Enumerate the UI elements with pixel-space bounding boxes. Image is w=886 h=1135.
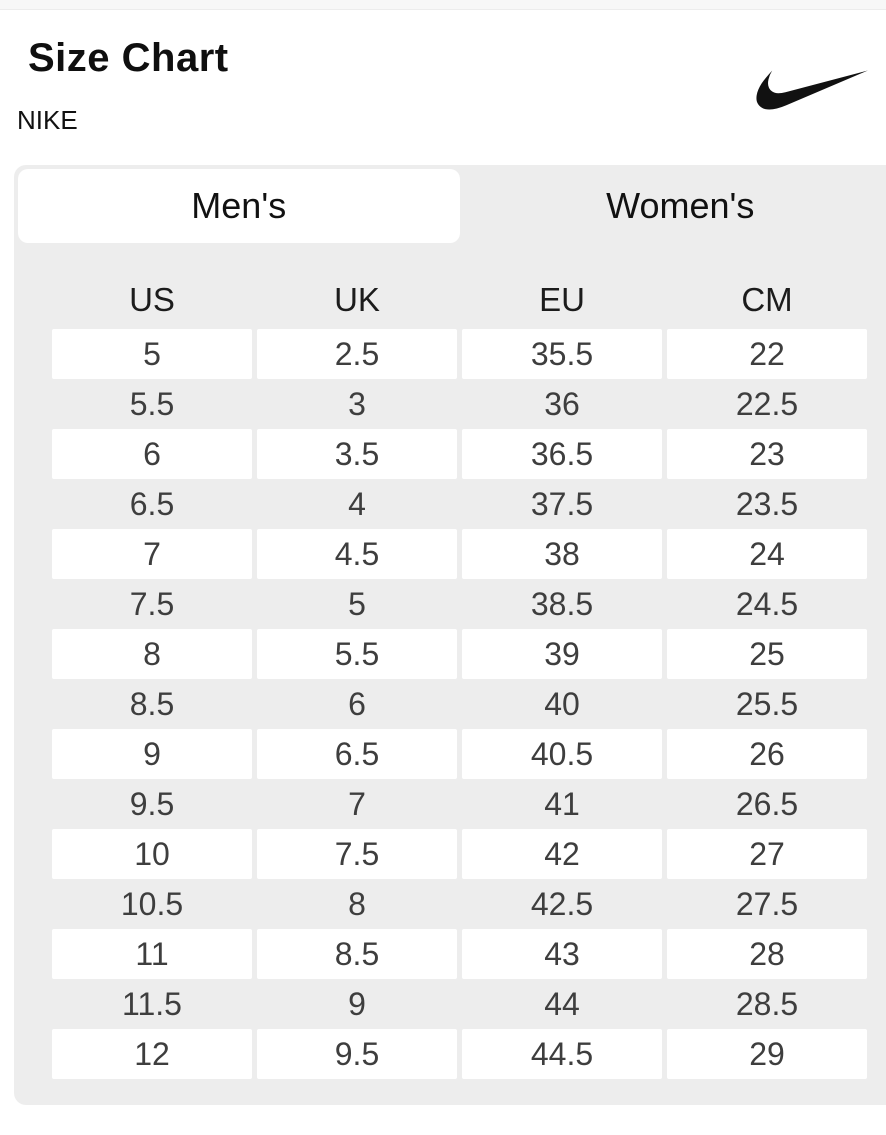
size-cell: 5.5 <box>257 629 457 679</box>
column-header-uk: UK <box>334 281 380 318</box>
table-row: 12 9.5 44.5 29 <box>52 1029 886 1079</box>
size-cell: 25.5 <box>735 685 799 722</box>
size-cell: 11.5 <box>122 985 182 1022</box>
size-cell: 8.5 <box>129 685 175 722</box>
gender-tabbar: Men's Women's <box>14 165 886 247</box>
size-cell: 44.5 <box>462 1029 662 1079</box>
size-cell: 6 <box>348 685 366 722</box>
size-cell: 8 <box>52 629 252 679</box>
size-cell: 26.5 <box>735 785 799 822</box>
size-cell: 36 <box>544 385 580 422</box>
size-cell: 22 <box>667 329 867 379</box>
size-cell: 38.5 <box>530 585 594 622</box>
size-cell: 44 <box>544 985 580 1022</box>
column-header-us: US <box>129 281 175 318</box>
size-cell: 10 <box>52 829 252 879</box>
size-cell: 22.5 <box>735 385 799 422</box>
size-cell: 35.5 <box>462 329 662 379</box>
size-cell: 9 <box>52 729 252 779</box>
size-cell: 12 <box>52 1029 252 1079</box>
size-cell: 7.5 <box>129 585 175 622</box>
size-cell: 23.5 <box>735 485 799 522</box>
size-cell: 24 <box>667 529 867 579</box>
size-cell: 7 <box>52 529 252 579</box>
size-cell: 5 <box>52 329 252 379</box>
size-cell: 36.5 <box>462 429 662 479</box>
size-cell: 6.5 <box>257 729 457 779</box>
size-cell: 24.5 <box>735 585 799 622</box>
size-cell: 11 <box>52 929 252 979</box>
size-cell: 43 <box>462 929 662 979</box>
size-cell: 27.5 <box>735 885 799 922</box>
size-cell: 37.5 <box>530 485 594 522</box>
size-cell: 10.5 <box>120 885 184 922</box>
size-cell: 40.5 <box>462 729 662 779</box>
tab-mens[interactable]: Men's <box>18 169 460 243</box>
nike-swoosh-icon <box>756 70 868 110</box>
size-cell: 4 <box>348 485 366 522</box>
size-cell: 28.5 <box>735 985 799 1022</box>
size-cell: 3.5 <box>257 429 457 479</box>
table-row: 5 2.5 35.5 22 <box>52 329 886 379</box>
brand-name: NIKE <box>17 105 78 135</box>
size-cell: 39 <box>462 629 662 679</box>
table-row: 9 6.5 40.5 26 <box>52 729 886 779</box>
size-cell: 9.5 <box>129 785 175 822</box>
size-cell: 27 <box>667 829 867 879</box>
size-cell: 7 <box>348 785 366 822</box>
size-cell: 3 <box>348 385 366 422</box>
size-rows: 5 2.5 35.5 22 5.5 3 36 22.5 6 3.5 36.5 23 6.5 4 37.5 23… <box>14 329 886 1079</box>
size-cell: 6 <box>52 429 252 479</box>
page-title: Size Chart <box>28 36 229 80</box>
size-cell: 29 <box>667 1029 867 1079</box>
size-cell: 26 <box>667 729 867 779</box>
size-cell: 23 <box>667 429 867 479</box>
table-row: 6 3.5 36.5 23 <box>52 429 886 479</box>
size-chart-panel: Men's Women's US UK EU CM 5 2.5 35.5 22 5.5 3… <box>14 165 886 1105</box>
size-cell: 8 <box>348 885 366 922</box>
size-cell: 25 <box>667 629 867 679</box>
size-cell: 28 <box>667 929 867 979</box>
size-cell: 8.5 <box>257 929 457 979</box>
size-cell: 6.5 <box>129 485 175 522</box>
top-strip <box>0 0 886 10</box>
table-row: 9.5 7 41 26.5 <box>52 779 886 829</box>
table-row: 6.5 4 37.5 23.5 <box>52 479 886 529</box>
table-row: 5.5 3 36 22.5 <box>52 379 886 429</box>
table-row: 11.5 9 44 28.5 <box>52 979 886 1029</box>
table-row: 10 7.5 42 27 <box>52 829 886 879</box>
table-row: 11 8.5 43 28 <box>52 929 886 979</box>
tab-womens[interactable]: Women's <box>606 185 755 226</box>
table-row: 7.5 5 38.5 24.5 <box>52 579 886 629</box>
size-cell: 2.5 <box>257 329 457 379</box>
table-row: 7 4.5 38 24 <box>52 529 886 579</box>
size-cell: 5.5 <box>129 385 175 422</box>
size-cell: 41 <box>544 785 580 822</box>
table-row: 10.5 8 42.5 27.5 <box>52 879 886 929</box>
column-header-cm: CM <box>741 281 793 318</box>
size-cell: 5 <box>348 585 366 622</box>
table-row: 8.5 6 40 25.5 <box>52 679 886 729</box>
size-cell: 42.5 <box>530 885 594 922</box>
column-header-row: US UK EU CM <box>52 247 886 329</box>
column-header-eu: EU <box>539 281 585 318</box>
size-cell: 7.5 <box>257 829 457 879</box>
table-row: 8 5.5 39 25 <box>52 629 886 679</box>
size-cell: 4.5 <box>257 529 457 579</box>
nike-logo <box>740 64 885 116</box>
size-cell: 42 <box>462 829 662 879</box>
size-cell: 38 <box>462 529 662 579</box>
size-cell: 9 <box>348 985 366 1022</box>
size-cell: 40 <box>544 685 580 722</box>
size-cell: 9.5 <box>257 1029 457 1079</box>
